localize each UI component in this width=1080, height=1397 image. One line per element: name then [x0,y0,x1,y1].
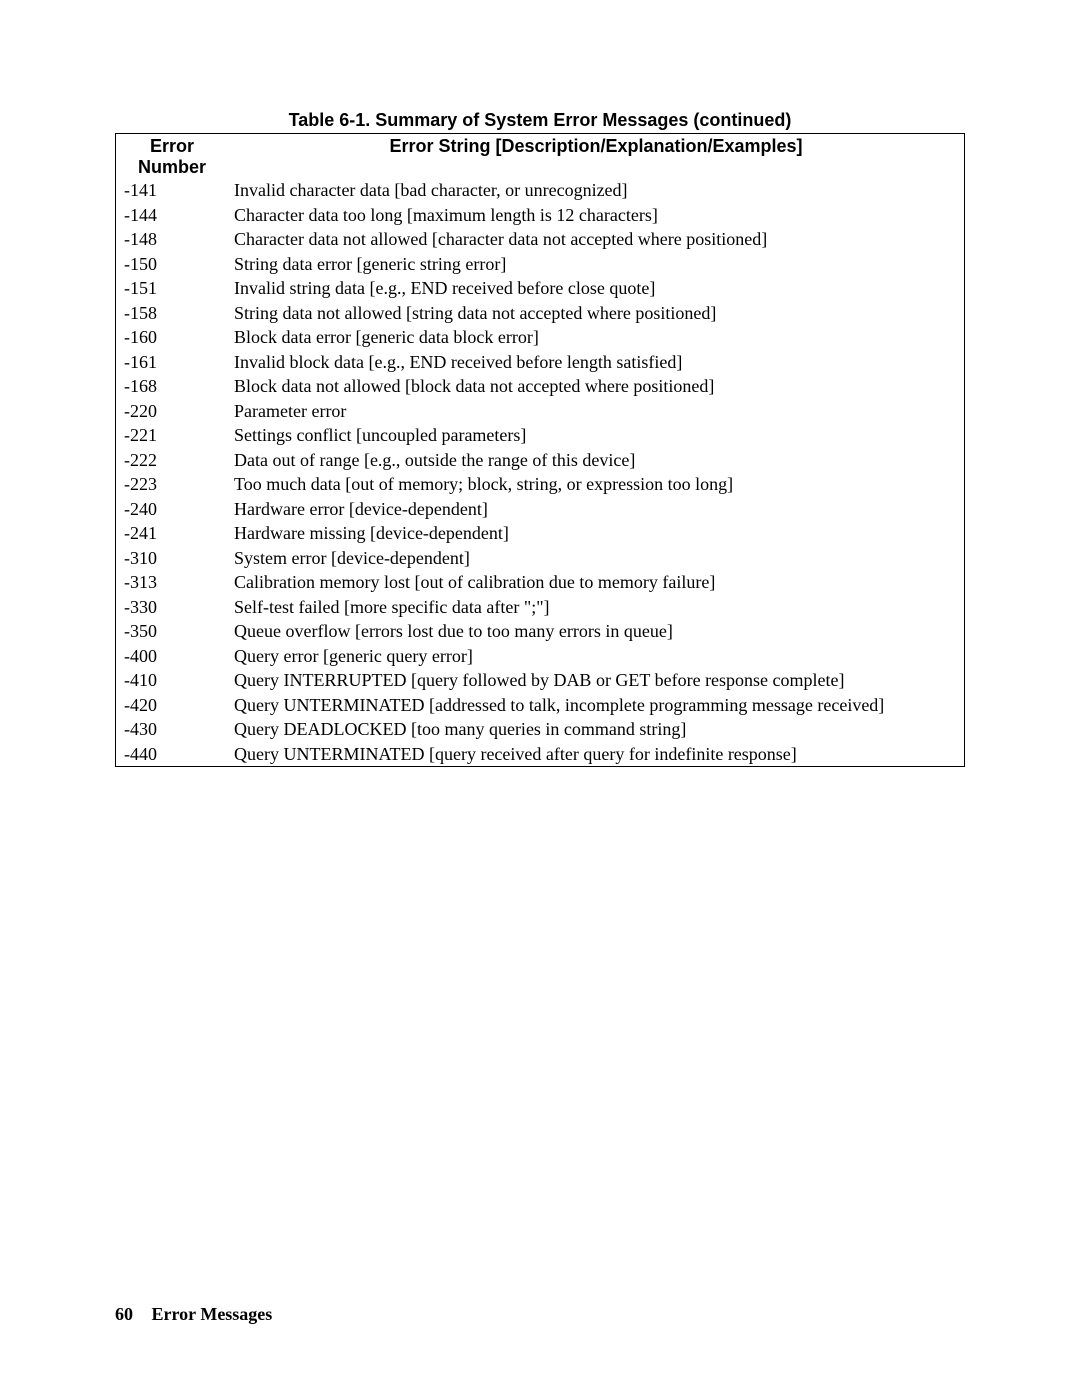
error-string-cell: Hardware missing [device-dependent] [228,521,965,546]
col-header-error-line2: Number [138,157,206,177]
error-number-cell: -158 [116,301,229,326]
footer-section-title: Error Messages [152,1304,273,1324]
error-number-cell: -410 [116,668,229,693]
error-number-cell: -220 [116,399,229,424]
error-string-cell: Parameter error [228,399,965,424]
table-row: -410Query INTERRUPTED [query followed by… [116,668,965,693]
error-string-cell: Too much data [out of memory; block, str… [228,472,965,497]
error-number-cell: -222 [116,448,229,473]
error-number-cell: -313 [116,570,229,595]
col-header-error-number: Error Number [116,134,229,179]
error-string-cell: Calibration memory lost [out of calibrat… [228,570,965,595]
table-row: -150String data error [generic string er… [116,252,965,277]
table-row: -330Self-test failed [more specific data… [116,595,965,620]
page-content: Table 6-1. Summary of System Error Messa… [0,0,1080,767]
table-header: Error Number Error String [Description/E… [116,134,965,179]
error-number-cell: -330 [116,595,229,620]
table-row: -350Queue overflow [errors lost due to t… [116,619,965,644]
table-row: -420Query UNTERMINATED [addressed to tal… [116,693,965,718]
error-number-cell: -151 [116,276,229,301]
error-number-cell: -430 [116,717,229,742]
error-string-cell: Character data not allowed [character da… [228,227,965,252]
page-footer: 60 Error Messages [115,1304,272,1325]
table-row: -310System error [device-dependent] [116,546,965,571]
error-string-cell: Character data too long [maximum length … [228,203,965,228]
table-row: -222Data out of range [e.g., outside the… [116,448,965,473]
table-row: -313Calibration memory lost [out of cali… [116,570,965,595]
table-row: -148Character data not allowed [characte… [116,227,965,252]
error-number-cell: -141 [116,178,229,203]
col-header-error-string: Error String [Description/Explanation/Ex… [228,134,965,179]
error-string-cell: Query INTERRUPTED [query followed by DAB… [228,668,965,693]
table-row: -221Settings conflict [uncoupled paramet… [116,423,965,448]
error-string-cell: Settings conflict [uncoupled parameters] [228,423,965,448]
error-number-cell: -160 [116,325,229,350]
table-row: -168Block data not allowed [block data n… [116,374,965,399]
error-string-cell: Self-test failed [more specific data aft… [228,595,965,620]
error-table: Error Number Error String [Description/E… [115,133,965,767]
error-string-cell: Block data not allowed [block data not a… [228,374,965,399]
table-row: -440Query UNTERMINATED [query received a… [116,742,965,767]
error-number-cell: -150 [116,252,229,277]
error-string-cell: System error [device-dependent] [228,546,965,571]
table-row: -144Character data too long [maximum len… [116,203,965,228]
table-row: -400Query error [generic query error] [116,644,965,669]
error-number-cell: -223 [116,472,229,497]
error-string-cell: Query error [generic query error] [228,644,965,669]
error-string-cell: String data not allowed [string data not… [228,301,965,326]
error-string-cell: Data out of range [e.g., outside the ran… [228,448,965,473]
error-string-cell: Hardware error [device-dependent] [228,497,965,522]
error-number-cell: -420 [116,693,229,718]
error-number-cell: -240 [116,497,229,522]
error-string-cell: Invalid character data [bad character, o… [228,178,965,203]
error-string-cell: Invalid block data [e.g., END received b… [228,350,965,375]
col-header-error-line1: Error [150,136,194,156]
table-row: -158String data not allowed [string data… [116,301,965,326]
error-number-cell: -144 [116,203,229,228]
table-row: -141Invalid character data [bad characte… [116,178,965,203]
table-row: -430Query DEADLOCKED [too many queries i… [116,717,965,742]
table-row: -220Parameter error [116,399,965,424]
table-body: -141Invalid character data [bad characte… [116,178,965,767]
table-row: -161Invalid block data [e.g., END receiv… [116,350,965,375]
error-number-cell: -440 [116,742,229,767]
error-string-cell: Block data error [generic data block err… [228,325,965,350]
error-string-cell: Queue overflow [errors lost due to too m… [228,619,965,644]
error-string-cell: Query UNTERMINATED [query received after… [228,742,965,767]
error-string-cell: Invalid string data [e.g., END received … [228,276,965,301]
error-number-cell: -310 [116,546,229,571]
table-row: -241Hardware missing [device-dependent] [116,521,965,546]
error-number-cell: -161 [116,350,229,375]
table-row: -160Block data error [generic data block… [116,325,965,350]
table-row: -223Too much data [out of memory; block,… [116,472,965,497]
error-number-cell: -168 [116,374,229,399]
error-string-cell: String data error [generic string error] [228,252,965,277]
error-string-cell: Query UNTERMINATED [addressed to talk, i… [228,693,965,718]
table-caption: Table 6-1. Summary of System Error Messa… [115,110,965,131]
table-row: -240Hardware error [device-dependent] [116,497,965,522]
error-number-cell: -350 [116,619,229,644]
error-string-cell: Query DEADLOCKED [too many queries in co… [228,717,965,742]
page-number: 60 [115,1304,133,1324]
table-row: -151Invalid string data [e.g., END recei… [116,276,965,301]
error-number-cell: -148 [116,227,229,252]
error-number-cell: -400 [116,644,229,669]
error-number-cell: -221 [116,423,229,448]
error-number-cell: -241 [116,521,229,546]
